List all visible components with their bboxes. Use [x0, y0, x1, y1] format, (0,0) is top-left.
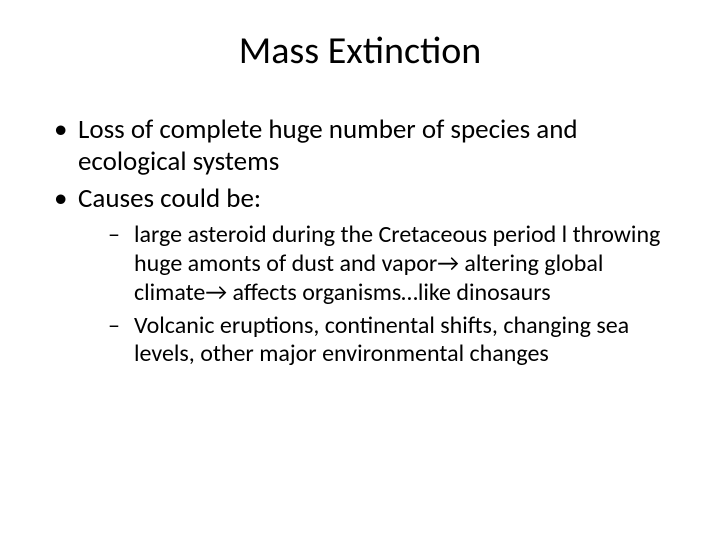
list-item: large asteroid during the Cretaceous per… [78, 221, 670, 307]
list-item: Loss of complete huge number of species … [50, 114, 670, 179]
slide: Mass Extinction Loss of complete huge nu… [0, 0, 720, 540]
slide-title: Mass Extinction [50, 28, 670, 74]
bullet-text: large asteroid during the Cretaceous per… [134, 220, 660, 307]
list-item: Volcanic eruptions, continental shifts, … [78, 312, 670, 370]
bullet-text: Loss of complete huge number of species … [78, 113, 578, 178]
bullet-list-level1: Loss of complete huge number of species … [50, 114, 670, 369]
bullet-list-level2: large asteroid during the Cretaceous per… [78, 221, 670, 369]
bullet-text: Volcanic eruptions, continental shifts, … [134, 311, 629, 369]
list-item: Causes could be: large asteroid during t… [50, 183, 670, 369]
bullet-text: Causes could be: [78, 182, 261, 215]
